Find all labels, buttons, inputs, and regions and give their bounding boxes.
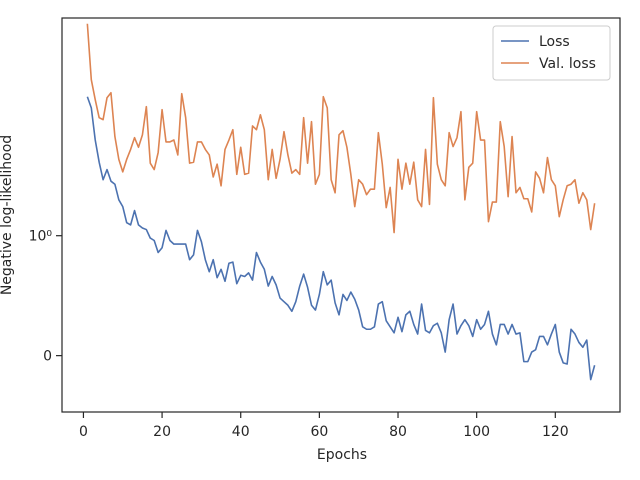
x-axis-label: Epochs	[317, 447, 367, 463]
line-series	[86, 96, 596, 381]
y-tick-label: 10⁰	[29, 229, 53, 245]
line-series	[86, 23, 596, 234]
legend-box	[492, 25, 611, 81]
x-tick-label: 40	[232, 424, 250, 440]
x-tick-label: 120	[542, 424, 569, 440]
y-tick-label: 0	[43, 349, 52, 365]
x-tick-label: 100	[463, 424, 490, 440]
x-tick-label: 20	[153, 424, 171, 440]
legend-label: Val. loss	[539, 56, 596, 72]
x-tick-label: 0	[79, 424, 88, 440]
y-axis-label: Negative log-likelihood	[0, 135, 15, 295]
legend-label: Loss	[539, 34, 570, 50]
x-tick-label: 80	[389, 424, 407, 440]
x-tick-label: 60	[310, 424, 328, 440]
plot-frame	[61, 17, 621, 413]
